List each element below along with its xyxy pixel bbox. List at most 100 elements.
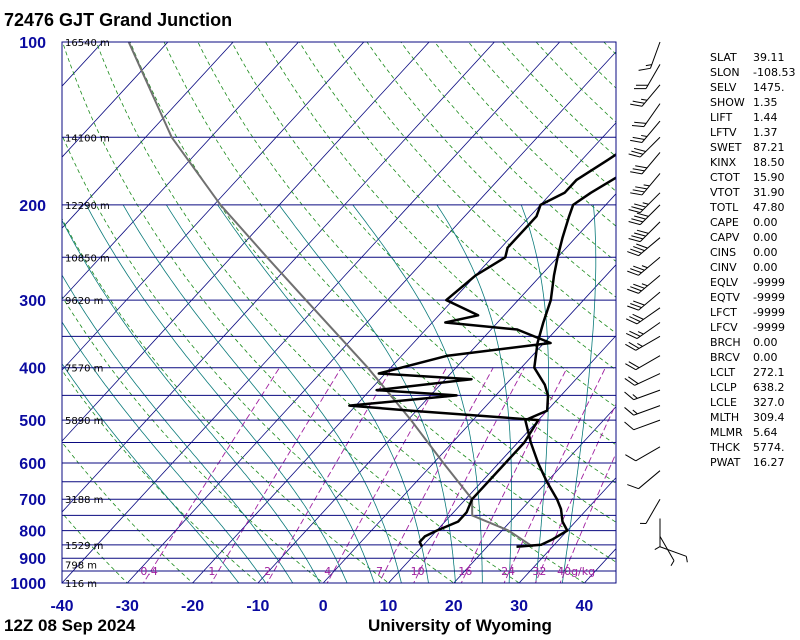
index-key: SWET bbox=[710, 141, 742, 154]
stability-indices-table: SLAT 39.11 SLON -108.53 SELV 1475. SHOW 1.35 LIF… bbox=[710, 50, 795, 470]
index-value: -9999 bbox=[753, 291, 785, 304]
index-row: EQTV -9999 bbox=[710, 290, 795, 305]
wind-barb bbox=[630, 120, 661, 143]
isotherm-line bbox=[62, 42, 234, 229]
isotherm-line bbox=[62, 42, 365, 371]
index-value: 1.37 bbox=[753, 126, 778, 139]
dry-adiabat-line bbox=[197, 42, 616, 484]
temperature-tick-label: 0 bbox=[319, 598, 328, 615]
index-value: 1.35 bbox=[753, 96, 778, 109]
temperature-tick-label: -10 bbox=[246, 598, 269, 615]
temperature-tick-label: 20 bbox=[445, 598, 463, 615]
moist-adiabat-line bbox=[85, 204, 348, 583]
index-value: 0.00 bbox=[753, 336, 778, 349]
wind-barbs bbox=[624, 41, 688, 567]
wind-barb bbox=[627, 256, 661, 276]
mixing-ratio-label: 2 bbox=[264, 565, 271, 578]
index-key: SELV bbox=[710, 81, 737, 94]
index-value: 1.44 bbox=[753, 111, 778, 124]
index-row: SLON -108.53 bbox=[710, 65, 795, 80]
index-value: 87.21 bbox=[753, 141, 785, 154]
index-value: 0.00 bbox=[753, 261, 778, 274]
moist-adiabat-line bbox=[352, 204, 483, 583]
wind-barb bbox=[628, 204, 661, 226]
dry-adiabat-line bbox=[298, 42, 616, 371]
dry-adiabat-line bbox=[366, 42, 616, 298]
temperature-line bbox=[516, 176, 616, 548]
index-row: BRCV 0.00 bbox=[710, 350, 795, 365]
wind-barb bbox=[625, 355, 661, 371]
index-key: PWAT bbox=[710, 456, 741, 469]
pressure-tick-label: 400 bbox=[19, 361, 46, 378]
moist-adiabat-line bbox=[166, 204, 402, 583]
index-key: LCLP bbox=[710, 381, 737, 394]
dewpoint-line bbox=[348, 153, 616, 548]
index-row: LFCT -9999 bbox=[710, 305, 795, 320]
dry-adiabat-line bbox=[62, 512, 128, 583]
mixing-ratio-label: 7 bbox=[376, 565, 383, 578]
wind-barb bbox=[638, 41, 661, 71]
index-row: EQLV -9999 bbox=[710, 275, 795, 290]
wind-barb bbox=[627, 237, 661, 257]
isotherm-line bbox=[62, 42, 430, 442]
moist-adiabat-line bbox=[520, 204, 549, 583]
index-key: EQLV bbox=[710, 276, 739, 289]
wind-barb bbox=[625, 446, 661, 462]
wind-barb bbox=[659, 546, 688, 563]
index-row: SWET 87.21 bbox=[710, 140, 795, 155]
isotherm-lines bbox=[0, 30, 616, 595]
index-row: CTOT 15.90 bbox=[710, 170, 795, 185]
index-key: KINX bbox=[710, 156, 737, 169]
index-row: MLTH 309.4 bbox=[710, 410, 795, 425]
pressure-tick-label: 1000 bbox=[10, 576, 46, 593]
mixing-ratio-line bbox=[559, 452, 616, 583]
index-key: SLON bbox=[710, 66, 740, 79]
isotherm-line bbox=[126, 51, 616, 583]
index-value: 272.1 bbox=[753, 366, 785, 379]
mixing-ratio-label: 16 bbox=[458, 565, 472, 578]
index-key: THCK bbox=[710, 441, 740, 454]
isotherm-line bbox=[0, 30, 48, 595]
moist-adiabat-line bbox=[122, 204, 375, 583]
wind-barb bbox=[625, 335, 661, 351]
temperature-tick-label: -40 bbox=[50, 598, 73, 615]
wind-barb bbox=[630, 173, 661, 196]
index-key: LIFT bbox=[710, 111, 733, 124]
mixing-ratio-label: 32 bbox=[532, 565, 546, 578]
index-value: 0.00 bbox=[753, 231, 778, 244]
moist-adiabat-line bbox=[278, 204, 456, 583]
index-value: -108.53 bbox=[753, 66, 796, 79]
index-key: EQTV bbox=[710, 291, 740, 304]
index-row: KINX 18.50 bbox=[710, 155, 795, 170]
index-row: MLMR 5.64 bbox=[710, 425, 795, 440]
isobar-lines bbox=[62, 41, 616, 584]
wind-barb bbox=[627, 470, 661, 490]
moist-adiabat-line bbox=[62, 219, 321, 583]
wind-barb bbox=[625, 322, 661, 340]
index-row: LIFT 1.44 bbox=[710, 110, 795, 125]
index-value: -9999 bbox=[753, 306, 785, 319]
moist-adiabat-line bbox=[62, 321, 267, 583]
index-key: BRCH bbox=[710, 336, 741, 349]
height-label: 5890 m bbox=[65, 416, 103, 427]
index-value: 15.90 bbox=[753, 171, 785, 184]
pressure-tick-label: 600 bbox=[19, 456, 46, 473]
isotherm-line bbox=[62, 42, 495, 513]
index-key: BRCV bbox=[710, 351, 740, 364]
index-value: 39.11 bbox=[753, 51, 785, 64]
mixing-ratio-label: 40g/kg bbox=[557, 565, 595, 578]
isotherm-line bbox=[62, 42, 104, 87]
mixing-ratio-line bbox=[378, 367, 494, 583]
mixing-ratio-label: 10 bbox=[411, 565, 425, 578]
index-value: 5774. bbox=[753, 441, 785, 454]
dry-adiabat-line bbox=[265, 42, 616, 408]
index-row: CAPE 0.00 bbox=[710, 215, 795, 230]
height-label: 9620 m bbox=[65, 296, 103, 307]
station-title: 72476 GJT Grand Junction bbox=[4, 10, 233, 30]
wind-barb bbox=[628, 136, 661, 158]
moist-adiabat-line bbox=[62, 274, 294, 583]
mixing-ratio-line bbox=[142, 367, 280, 583]
plot-frame bbox=[61, 41, 617, 584]
mixing-ratio-label: 0.4 bbox=[140, 565, 158, 578]
isotherm-line bbox=[62, 42, 561, 583]
